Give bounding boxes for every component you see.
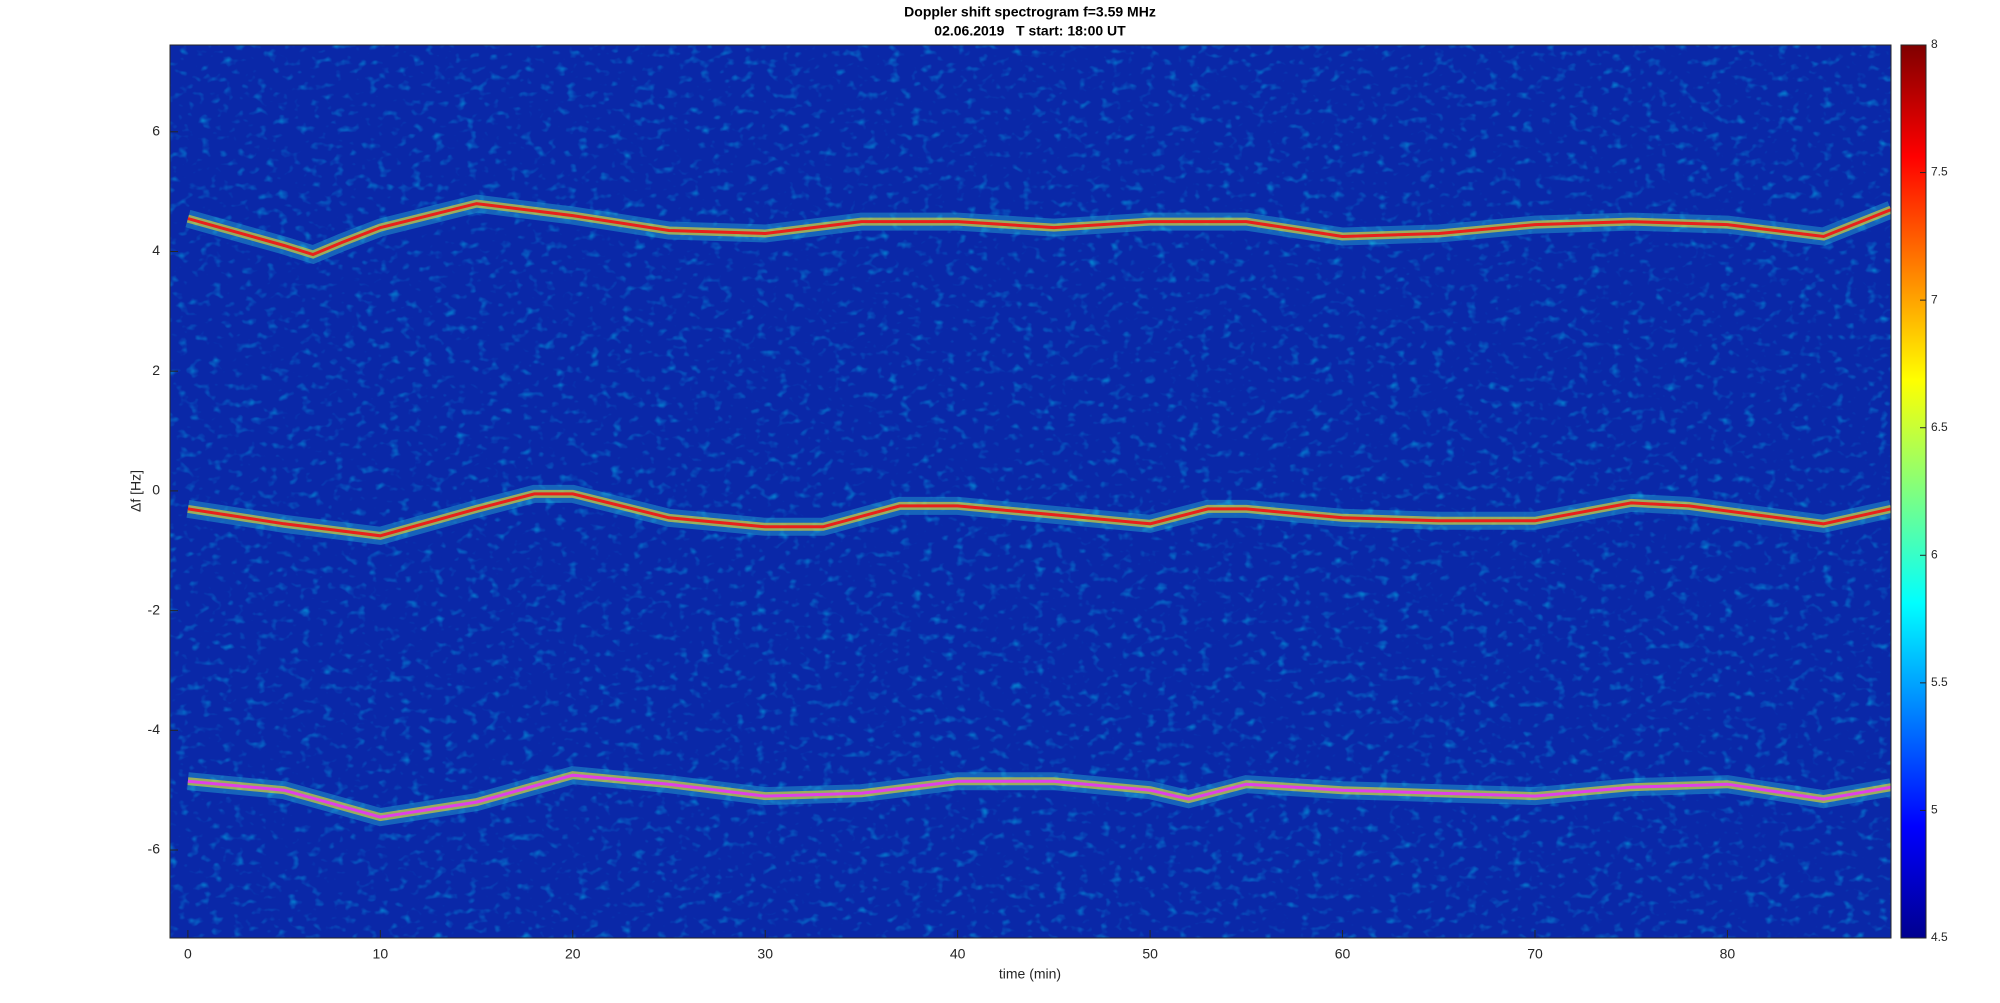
x-tick-label: 70 [1527,946,1543,962]
x-tick-label: 10 [373,946,389,962]
x-tick-label: 60 [1335,946,1351,962]
colorbar-tick-label: 5.5 [1931,675,1948,689]
trace [187,773,1891,819]
x-tick-label: 30 [757,946,773,962]
colorbar-tick-label: 6 [1931,547,1938,561]
colorbar-tick-label: 7 [1931,292,1938,306]
traces [185,194,1891,827]
x-tick-label: 50 [1142,946,1158,962]
x-tick-label: 20 [565,946,581,962]
y-tick-label: -6 [148,841,161,857]
y-tick-label: 2 [152,362,160,378]
trace [187,202,1891,257]
colorbar-tick-label: 6.5 [1931,420,1948,434]
y-tick-label: 4 [152,242,160,258]
y-tick-label: -2 [148,601,161,617]
colorbar [1900,44,1927,939]
y-tick-label: 6 [152,122,160,138]
y-axis-label: Δf [Hz] [128,470,144,512]
x-tick-label: 80 [1720,946,1736,962]
colorbar-tick-label: 5 [1931,803,1938,817]
chart-subtitle: 02.06.2019 T start: 18:00 UT [934,23,1126,39]
y-tick-label: 0 [152,482,160,498]
colorbar-tick-label: 8 [1931,37,1938,51]
x-axis-label: time (min) [999,966,1061,982]
x-tick-label: 40 [950,946,966,962]
y-tick-label: -4 [148,721,161,737]
x-tick-label: 0 [184,946,192,962]
colorbar-tick-label: 4.5 [1931,930,1948,944]
colorbar-tick-label: 7.5 [1931,165,1948,179]
chart-title: Doppler shift spectrogram f=3.59 MHz [904,4,1156,20]
plot-frame [169,44,1892,939]
trace [187,492,1891,538]
